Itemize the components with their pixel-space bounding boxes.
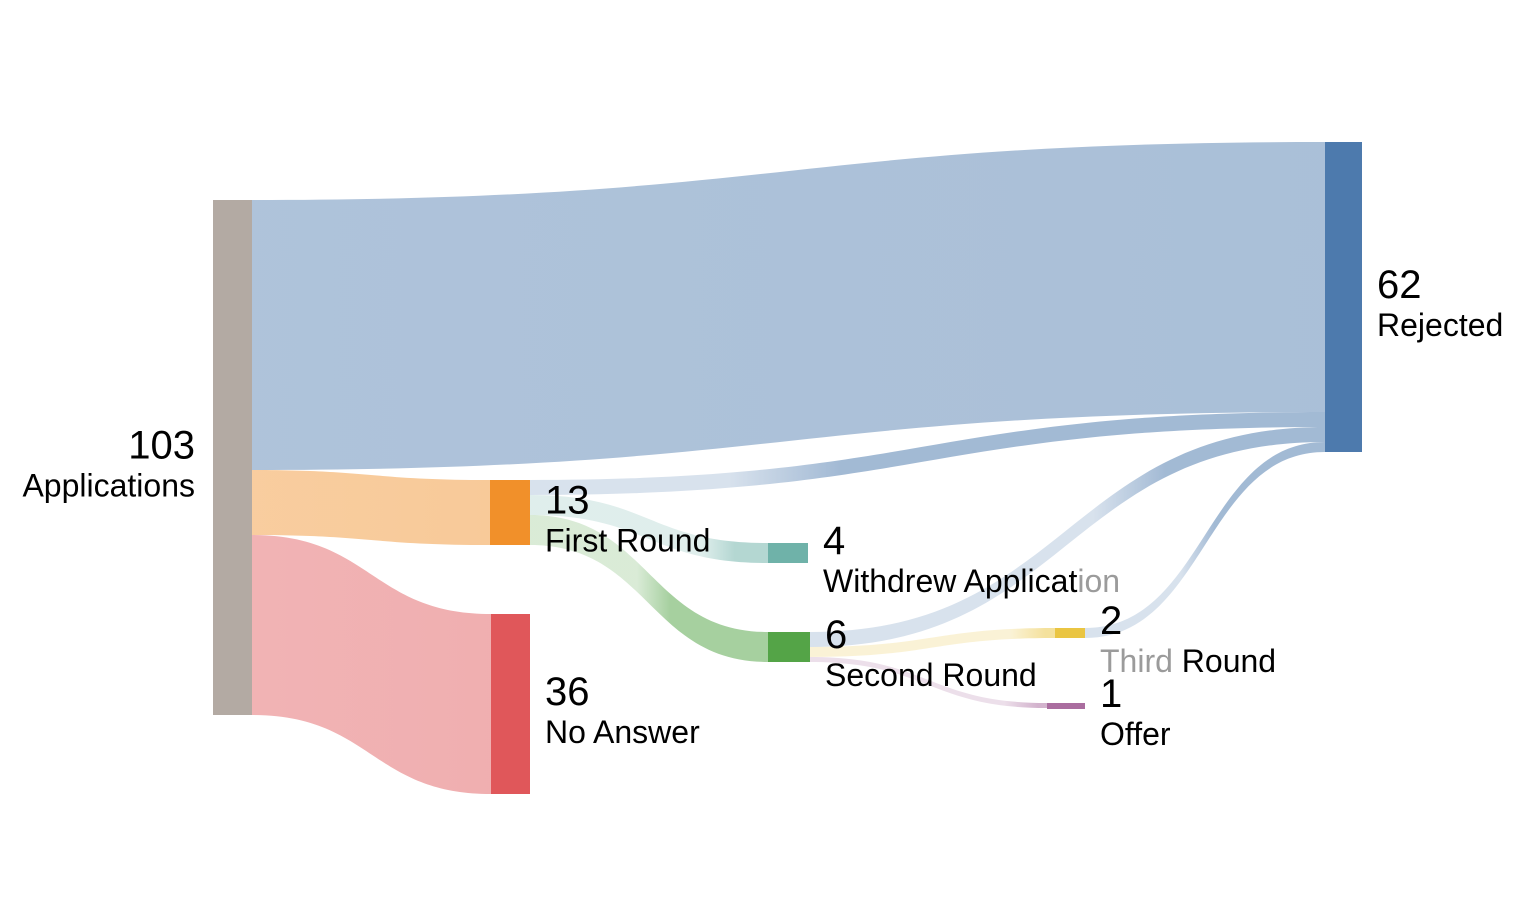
link-third_round-rejected	[1085, 442, 1325, 638]
sankey-links-layer	[252, 142, 1325, 794]
label-no_answer-name-part: No Answer	[545, 714, 700, 750]
node-no_answer	[491, 614, 530, 794]
node-withdrew	[768, 543, 808, 563]
link-first_round-rejected	[530, 412, 1325, 495]
label-rejected-value: 62	[1377, 263, 1422, 307]
label-offer-value: 1	[1100, 672, 1122, 716]
node-first_round	[490, 480, 530, 545]
label-third_round-name-part: Round	[1173, 643, 1276, 679]
label-applications-name-part: Applications	[22, 468, 195, 504]
node-offer	[1047, 703, 1085, 709]
link-second_round-rejected	[810, 427, 1325, 647]
label-third_round-name-part: Third	[1100, 643, 1173, 679]
label-first_round-value: 13	[545, 479, 590, 523]
label-first_round-name-part: First Round	[545, 523, 710, 559]
label-withdrew-name-part: Withdrew Applicat	[823, 563, 1077, 599]
label-withdrew-name-part: ion	[1077, 563, 1120, 599]
label-second_round-value: 6	[825, 613, 847, 657]
link-first_round-withdrew	[530, 495, 768, 563]
link-second_round-third_round	[810, 628, 1055, 657]
label-first_round-name: First Round	[545, 523, 710, 559]
label-withdrew-name: Withdrew Application	[823, 563, 1120, 599]
node-applications	[213, 200, 252, 715]
label-rejected-name-part: Rejected	[1377, 307, 1503, 343]
link-applications-rejected	[252, 142, 1325, 470]
sankey-nodes-layer	[213, 142, 1362, 794]
label-withdrew-value: 4	[823, 519, 845, 563]
link-applications-no_answer	[252, 535, 491, 794]
label-offer-name: Offer	[1100, 716, 1171, 752]
label-second_round-name-part: Second Round	[825, 657, 1037, 693]
link-applications-first_round	[252, 470, 490, 545]
node-second_round	[768, 632, 810, 662]
label-offer-name-part: Offer	[1100, 716, 1171, 752]
label-third_round-value: 2	[1100, 599, 1122, 643]
link-second_round-offer	[810, 657, 1047, 708]
label-applications-name: Applications	[22, 468, 195, 504]
label-second_round-name: Second Round	[825, 657, 1037, 693]
link-first_round-second_round	[530, 515, 768, 662]
label-third_round-name: Third Round	[1100, 643, 1276, 679]
label-no_answer-name: No Answer	[545, 714, 700, 750]
node-third_round	[1055, 628, 1085, 638]
label-applications-value: 103	[128, 424, 195, 468]
label-rejected-name: Rejected	[1377, 307, 1503, 343]
label-no_answer-value: 36	[545, 670, 590, 714]
node-rejected	[1325, 142, 1362, 452]
